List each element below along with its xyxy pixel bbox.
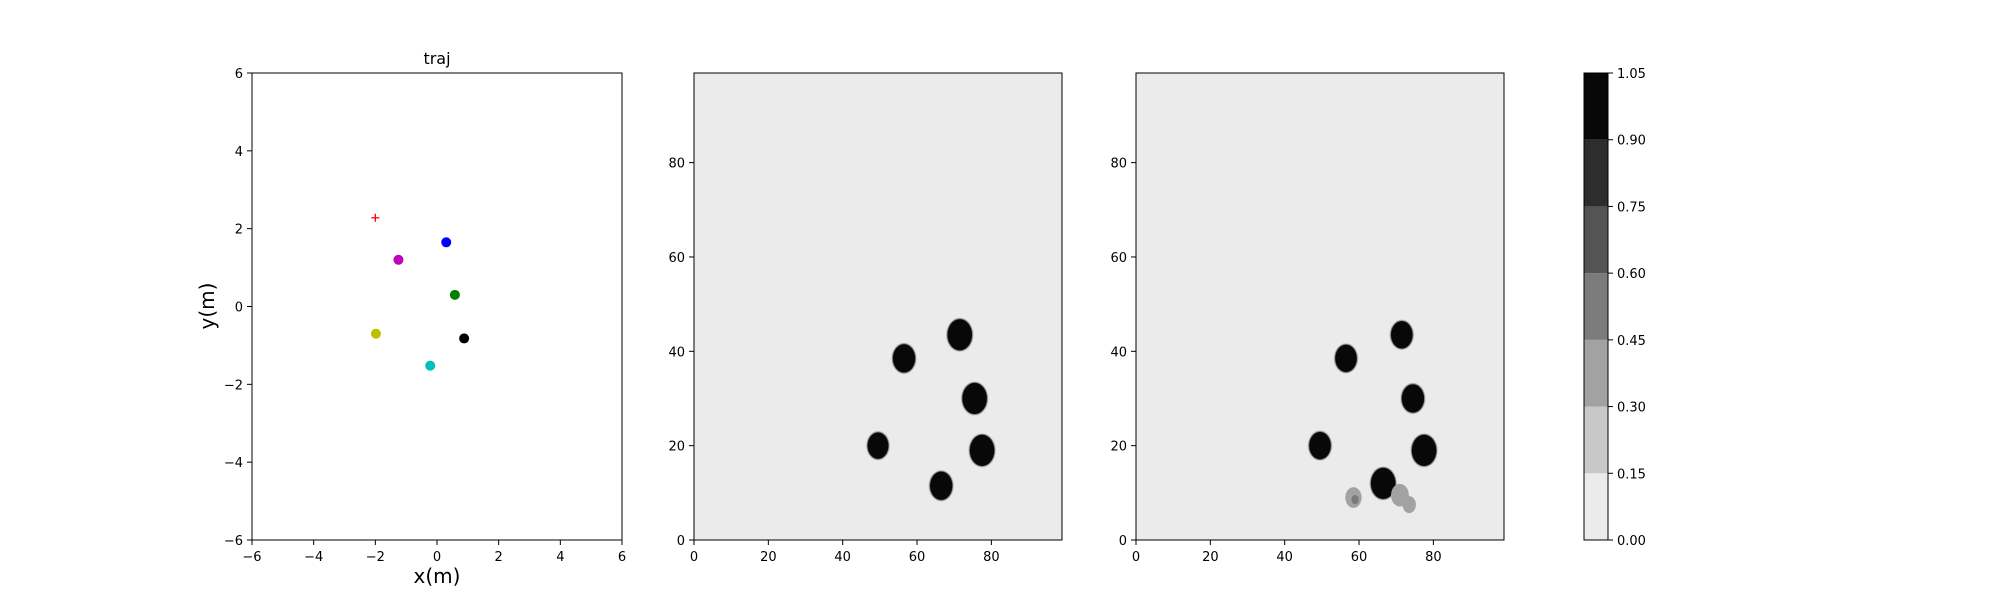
heatmap-2-x-tick-label: 20 xyxy=(1202,550,1219,565)
traj-x-ticks: −6 −4 −2 0 2 4 6 xyxy=(242,540,626,565)
heatmap-plot-1: 0 20 40 60 80 0 20 40 60 80 xyxy=(668,72,1063,565)
colorbar-frame xyxy=(1583,72,1609,541)
colorbar-tick-label: 0.15 xyxy=(1617,467,1646,482)
traj-point-magenta xyxy=(393,254,404,265)
colorbar: 0.00 0.15 0.30 0.45 0.60 0.75 0.90 1.05 xyxy=(1583,67,1646,549)
heatmap-1-x-tick-label: 40 xyxy=(834,550,851,565)
traj-x-tick-label: 4 xyxy=(556,550,564,565)
traj-point-olive xyxy=(370,328,381,339)
colorbar-tick-label: 1.05 xyxy=(1617,67,1646,82)
traj-y-tick-label: 6 xyxy=(235,67,243,82)
heatmap-2-x-tick-label: 80 xyxy=(1425,550,1442,565)
heatmap-2-blobs xyxy=(1307,319,1438,514)
traj-y-tick-label: −6 xyxy=(224,534,243,549)
traj-y-label: y(m) xyxy=(195,283,219,330)
colorbar-tick-label: 0.75 xyxy=(1617,200,1646,215)
heatmap-1-frame xyxy=(693,72,1063,541)
heatmap-2-frame xyxy=(1135,72,1505,541)
heatmap-1-background xyxy=(694,73,1062,540)
heatmap-2-blob xyxy=(1410,433,1438,468)
heatmap-2-background xyxy=(1136,73,1504,540)
colorbar-ticks: 0.00 0.15 0.30 0.45 0.60 0.75 0.90 1.05 xyxy=(1608,67,1646,549)
colorbar-band xyxy=(1584,206,1608,274)
heatmap-2-blob xyxy=(1389,319,1415,351)
heatmap-2-y-tick-label: 0 xyxy=(1119,534,1127,549)
traj-x-label: x(m) xyxy=(414,564,461,588)
traj-y-ticks: −6 −4 −2 0 2 4 6 xyxy=(224,67,252,549)
traj-y-tick-label: −4 xyxy=(224,456,243,471)
traj-x-tick-label: 2 xyxy=(495,550,503,565)
heatmap-1-x-tick-label: 80 xyxy=(983,550,1000,565)
colorbar-tick-label: 0.90 xyxy=(1617,134,1646,149)
traj-y-tick-label: 4 xyxy=(235,145,243,160)
traj-point-goal xyxy=(371,213,380,222)
heatmap-2-blob xyxy=(1307,430,1333,461)
traj-y-tick-label: −2 xyxy=(224,378,243,393)
traj-x-tick-label: 6 xyxy=(618,550,626,565)
trajectory-plot: −6 −4 −2 0 2 4 6 −6 −4 −2 0 2 4 6 traj x(m) y(m) xyxy=(195,49,626,588)
traj-point-green xyxy=(449,289,460,300)
heatmap-1-blobs xyxy=(865,317,996,502)
traj-x-tick-label: −4 xyxy=(304,550,323,565)
heatmap-2-y-tick-label: 80 xyxy=(1110,157,1127,172)
heatmap-1-y-tick-label: 60 xyxy=(668,251,685,266)
heatmap-2-y-tick-label: 20 xyxy=(1110,440,1127,455)
heatmap-1-blob xyxy=(960,381,989,416)
heatmap-2-y-tick-label: 60 xyxy=(1110,251,1127,266)
colorbar-tick-label: 0.00 xyxy=(1617,534,1646,549)
heatmap-1-blob xyxy=(945,317,974,352)
colorbar-band xyxy=(1584,139,1608,207)
heatmap-1-y-tick-label: 0 xyxy=(677,534,685,549)
heatmap-2-x-tick-label: 60 xyxy=(1351,550,1368,565)
heatmap-1-blob xyxy=(928,470,954,502)
heatmap-2-blob xyxy=(1333,343,1359,374)
heatmap-2-blob xyxy=(1369,466,1398,501)
traj-point-black xyxy=(459,333,470,344)
heatmap-2-x-tick-label: 40 xyxy=(1276,550,1293,565)
heatmap-2-x-tick-label: 0 xyxy=(1132,550,1140,565)
heatmap-2-x-ticks: 0 20 40 60 80 xyxy=(1132,540,1442,565)
heatmap-2-blob xyxy=(1345,487,1362,508)
heatmap-1-y-tick-label: 80 xyxy=(668,157,685,172)
traj-x-tick-label: −6 xyxy=(242,550,261,565)
traj-y-tick-label: 0 xyxy=(235,301,243,316)
heatmap-2-blob xyxy=(1402,496,1416,514)
colorbar-band xyxy=(1584,73,1608,140)
traj-x-tick-label: 0 xyxy=(433,550,441,565)
traj-point-cyan xyxy=(425,360,436,371)
traj-points xyxy=(370,213,470,371)
colorbar-band xyxy=(1584,273,1608,340)
colorbar-tick-label: 0.45 xyxy=(1617,334,1646,349)
colorbar-bands xyxy=(1584,73,1608,540)
traj-title: traj xyxy=(423,49,450,68)
heatmap-1-x-tick-label: 20 xyxy=(760,550,777,565)
heatmap-2-y-tick-label: 40 xyxy=(1110,345,1127,360)
heatmap-1-y-tick-label: 40 xyxy=(668,345,685,360)
heatmap-1-blob xyxy=(891,342,917,375)
colorbar-band xyxy=(1584,339,1608,407)
traj-y-tick-label: 2 xyxy=(235,223,243,238)
colorbar-band xyxy=(1584,473,1608,540)
colorbar-tick-label: 0.60 xyxy=(1617,267,1646,282)
heatmap-2-y-ticks: 0 20 40 60 80 xyxy=(1110,157,1136,549)
heatmap-1-y-ticks: 0 20 40 60 80 xyxy=(668,157,694,549)
heatmap-1-x-tick-label: 60 xyxy=(909,550,926,565)
heatmap-2-blob xyxy=(1400,382,1426,415)
traj-plot-area xyxy=(252,73,622,540)
colorbar-band xyxy=(1584,406,1608,474)
heatmap-1-y-tick-label: 20 xyxy=(668,440,685,455)
heatmap-1-x-ticks: 0 20 40 60 80 xyxy=(690,540,1000,565)
traj-x-tick-label: −2 xyxy=(366,550,385,565)
heatmap-plot-2: 0 20 40 60 80 0 20 40 60 80 xyxy=(1110,72,1505,565)
heatmap-1-blob xyxy=(865,430,891,461)
traj-point-blue xyxy=(441,237,452,248)
heatmap-1-x-tick-label: 0 xyxy=(690,550,698,565)
colorbar-tick-label: 0.30 xyxy=(1617,401,1646,416)
heatmap-1-blob xyxy=(968,433,996,468)
